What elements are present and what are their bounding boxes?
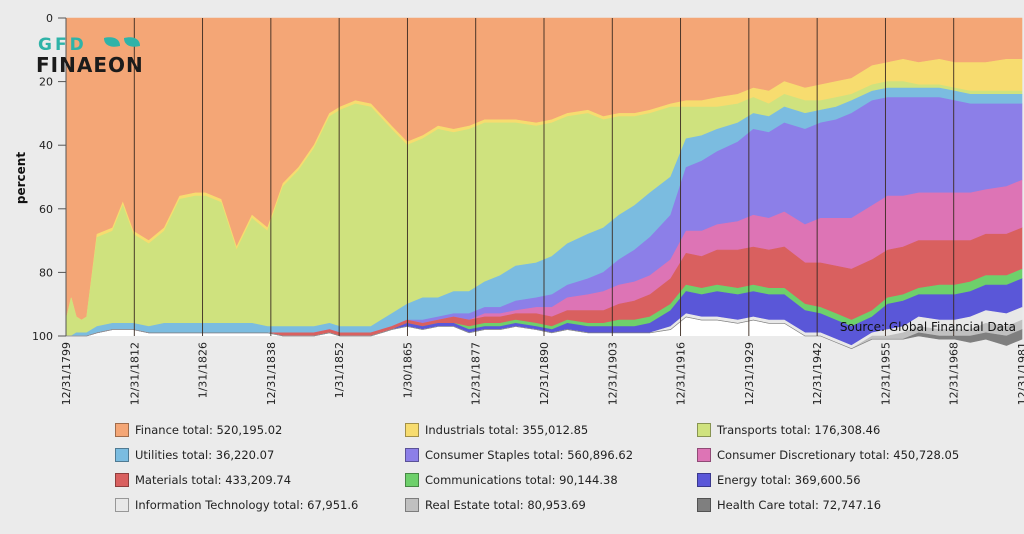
x-tick-label: 12/31/1799 (60, 342, 73, 405)
x-tick-label: 12/31/1838 (265, 342, 278, 405)
legend-item[interactable]: Health Care total: 72,747.16 (697, 495, 881, 515)
legend-swatch (115, 498, 129, 512)
legend-label: Finance total: 520,195.02 (135, 423, 283, 437)
vertical-gridlines (133, 18, 955, 336)
logo-text-gfd: GFD (38, 35, 87, 55)
x-tick-label: 12/31/1929 (743, 342, 756, 405)
x-tick-label: 12/31/1812 (128, 342, 141, 405)
source-label: Source: Global Financial Data (840, 320, 1016, 334)
legend-label: Information Technology total: 67,951.6 (135, 498, 359, 512)
legend-item[interactable]: Communications total: 90,144.38 (405, 470, 618, 490)
legend-item[interactable]: Consumer Staples total: 560,896.62 (405, 445, 633, 465)
legend-label: Transports total: 176,308.46 (717, 423, 881, 437)
legend-swatch (405, 473, 419, 487)
legend-label: Energy total: 369,600.56 (717, 473, 861, 487)
x-tick-label: 1/30/1865 (401, 342, 414, 398)
y-axis: 0 20 40 60 80 100 (32, 12, 67, 343)
x-axis: 12/31/1799 12/31/1812 1/31/1826 12/31/1838 1… (60, 342, 1024, 405)
legend-item[interactable]: Finance total: 520,195.02 (115, 420, 282, 440)
legend-item[interactable]: Energy total: 369,600.56 (697, 470, 861, 490)
x-tick-label: 1/31/1852 (333, 342, 346, 398)
legend-label: Consumer Discretionary total: 450,728.05 (717, 448, 960, 462)
x-tick-label: 12/31/1968 (948, 342, 961, 405)
legend-item[interactable]: Real Estate total: 80,953.69 (405, 495, 586, 515)
legend-item[interactable]: Information Technology total: 67,951.6 (115, 495, 358, 515)
legend-label: Consumer Staples total: 560,896.62 (425, 448, 634, 462)
gfd-finaeon-logo: GFD FINAEON (36, 35, 144, 76)
legend-label: Communications total: 90,144.38 (425, 473, 618, 487)
legend-swatch (405, 498, 419, 512)
legend-item[interactable]: Industrials total: 355,012.85 (405, 420, 588, 440)
x-tick-label: 12/31/1916 (675, 342, 688, 405)
logo-text-finaeon: FINAEON (36, 53, 144, 76)
legend-item[interactable]: Transports total: 176,308.46 (697, 420, 880, 440)
leaf-logo-icon (104, 37, 140, 47)
y-axis-label: percent (14, 152, 28, 204)
legend-label: Materials total: 433,209.74 (135, 473, 292, 487)
legend-item[interactable]: Utilities total: 36,220.07 (115, 445, 274, 465)
x-tick-label: 12/31/1981 (1016, 342, 1024, 405)
legend-swatch (405, 448, 419, 462)
legend-swatch (115, 448, 129, 462)
legend-item[interactable]: Materials total: 433,209.74 (115, 470, 291, 490)
x-tick-label: 12/31/1955 (879, 342, 892, 405)
legend-swatch (115, 473, 129, 487)
y-tick-label: 0 (46, 12, 53, 25)
y-tick-label: 60 (39, 203, 53, 216)
stacked-area-chart: 0 20 40 60 80 100 12/31/1799 12/31/1812 1/31/18… (14, 12, 1024, 405)
x-tick-label: 1/31/1826 (197, 342, 210, 398)
legend-label: Industrials total: 355,012.85 (425, 423, 589, 437)
y-tick-label: 40 (39, 139, 53, 152)
legend-swatch (697, 498, 711, 512)
x-tick-label: 12/31/1890 (538, 342, 551, 405)
x-tick-label: 12/31/1942 (811, 342, 824, 405)
legend-label: Health Care total: 72,747.16 (717, 498, 882, 512)
legend-item[interactable]: Consumer Discretionary total: 450,728.05 (697, 445, 959, 465)
x-tick-label: 12/31/1903 (606, 342, 619, 405)
y-tick-label: 80 (39, 266, 53, 279)
legend-swatch (697, 423, 711, 437)
x-tick-label: 12/31/1877 (470, 342, 483, 405)
series-area-health-care-total (66, 316, 1023, 350)
legend-swatch (115, 423, 129, 437)
y-tick-label: 100 (32, 330, 53, 343)
y-tick-label: 20 (39, 76, 53, 89)
legend-label: Real Estate total: 80,953.69 (425, 498, 586, 512)
legend-swatch (697, 473, 711, 487)
legend-label: Utilities total: 36,220.07 (135, 448, 275, 462)
legend-swatch (405, 423, 419, 437)
legend-swatch (697, 448, 711, 462)
chart-legend: Finance total: 520,195.02 Industrials tot… (0, 420, 1024, 525)
